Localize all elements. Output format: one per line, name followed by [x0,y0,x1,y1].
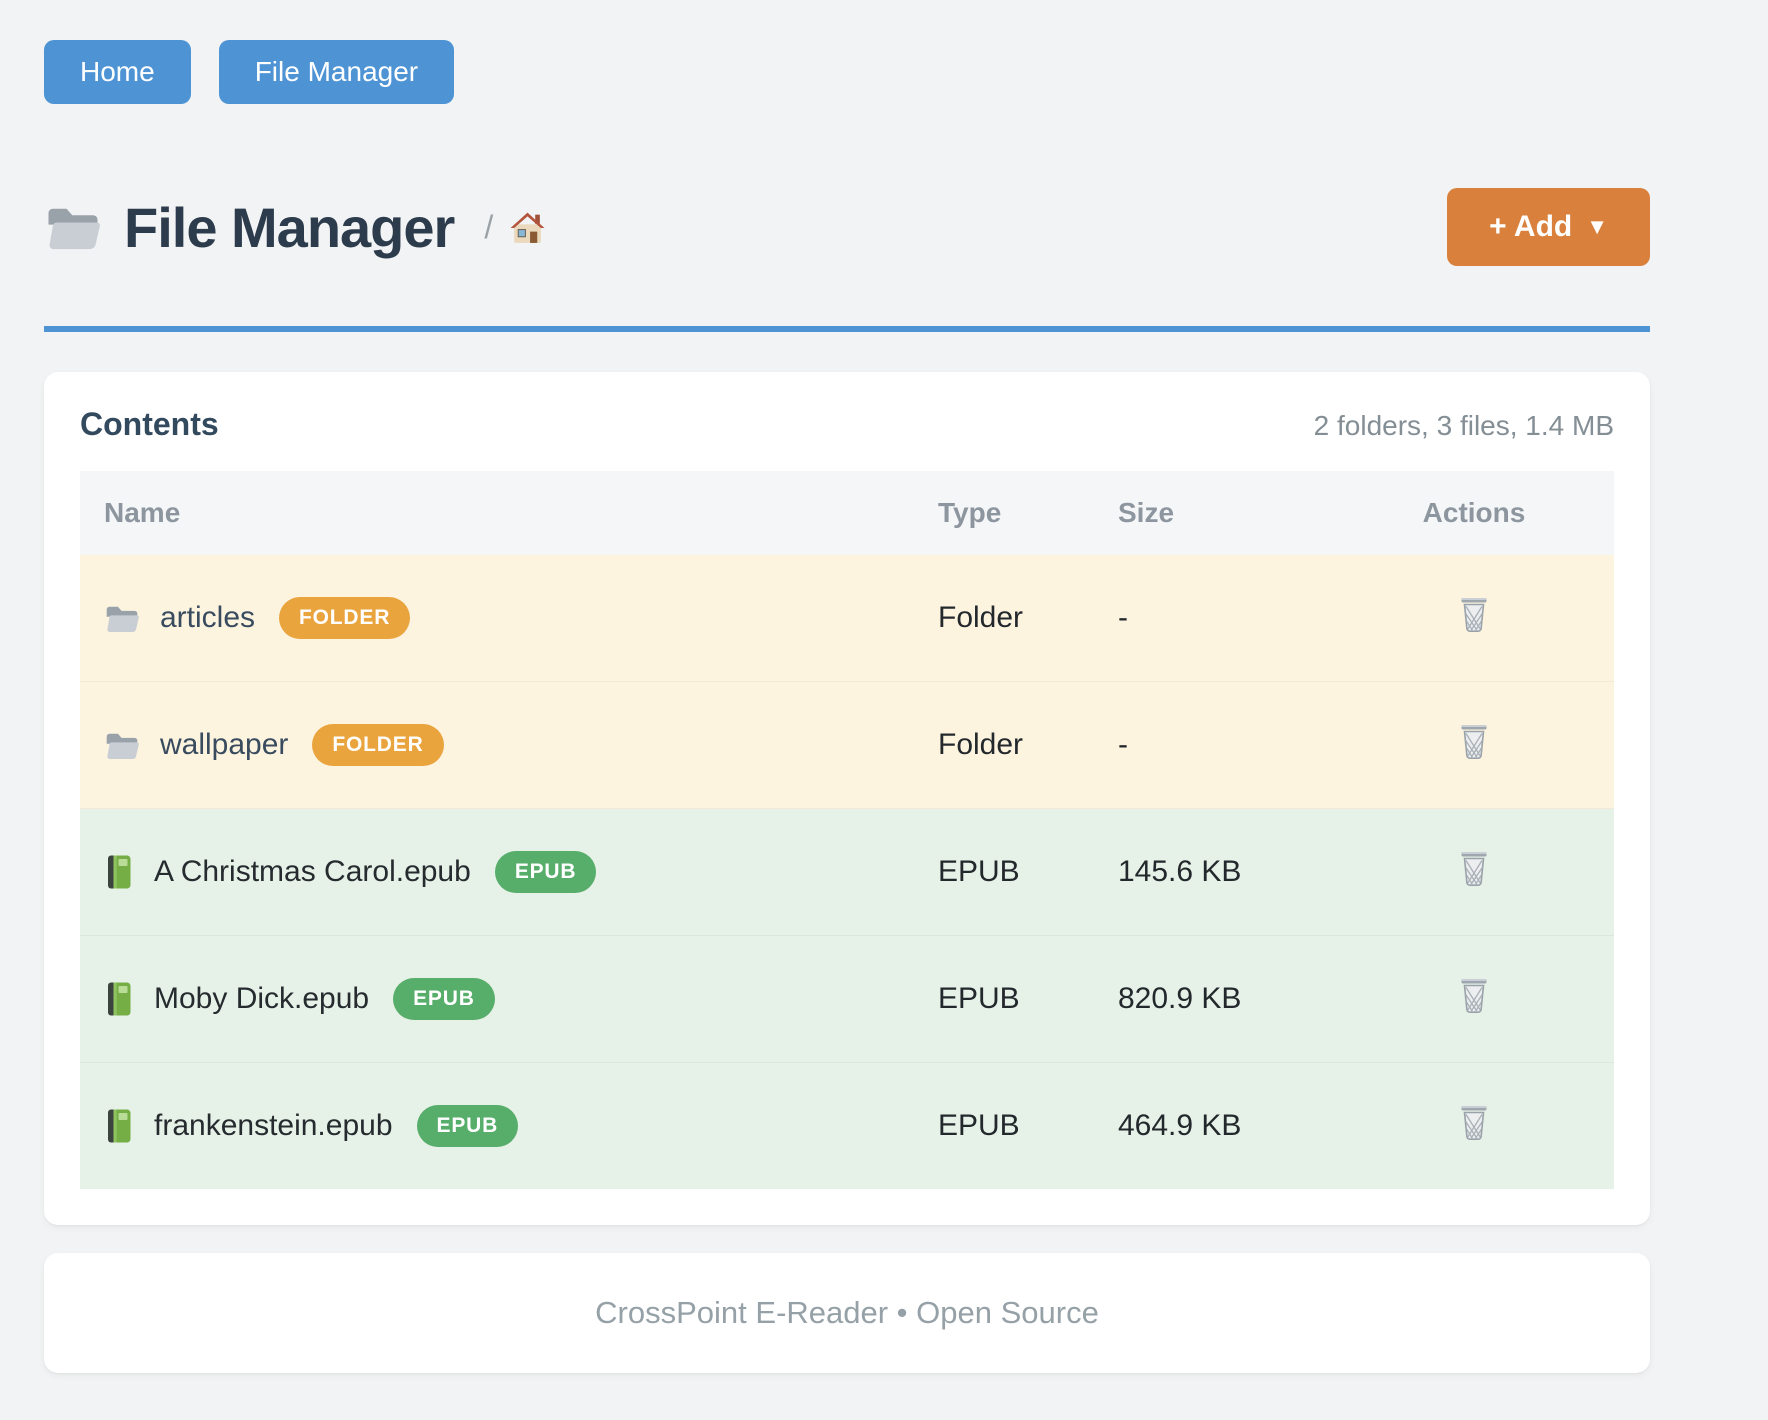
page-title: File Manager [124,195,455,259]
table-row-wallpaper: wallpaper FOLDER Folder - [80,681,1614,809]
epub-badge: EPUB [393,978,495,1020]
column-header-name: Name [104,497,181,528]
type-cell: Folder [938,728,1024,761]
item-name-link[interactable]: frankenstein.epub [154,1109,393,1142]
type-cell: Folder [938,601,1024,634]
table-row-christmas-carol: A Christmas Carol.epub EPUB EPUB 145.6 K… [80,808,1614,936]
table-row-frankenstein: frankenstein.epub EPUB EPUB 464.9 KB [80,1062,1614,1189]
contents-table: Name Type Size Actions articles FOLDER [80,471,1614,1189]
table-header-row: Name Type Size Actions [80,471,1614,555]
green-book-icon [104,981,134,1017]
column-header-size: Size [1118,497,1175,528]
type-cell: EPUB [938,1109,1020,1142]
epub-badge: EPUB [494,851,597,893]
folder-icon [44,203,102,252]
delete-button[interactable] [1457,595,1491,633]
column-header-actions: Actions [1422,497,1526,528]
delete-button[interactable] [1457,976,1491,1014]
footer: CrossPoint E-Reader • Open Source [44,1253,1650,1373]
add-button[interactable]: + Add ▼ [1447,188,1650,266]
green-book-icon [104,854,134,890]
nav-home-button[interactable]: Home [44,40,191,104]
size-cell: 145.6 KB [1118,855,1242,888]
folder-icon [104,730,140,761]
nav-file-manager-button[interactable]: File Manager [218,40,455,104]
table-row-articles: articles FOLDER Folder - [80,555,1614,682]
item-name-link[interactable]: wallpaper [160,728,289,761]
size-cell: - [1118,728,1128,761]
delete-button[interactable] [1457,722,1491,760]
breadcrumb-home-link[interactable] [509,210,546,245]
add-button-label: + Add [1489,210,1573,243]
contents-heading: Contents [80,406,219,442]
size-cell: 464.9 KB [1118,1109,1242,1142]
delete-button[interactable] [1457,849,1491,887]
size-cell: 820.9 KB [1118,982,1242,1015]
table-row-moby-dick: Moby Dick.epub EPUB EPUB 820.9 KB [80,935,1614,1063]
breadcrumb-separator: / [484,208,494,245]
trash-icon [1457,595,1491,633]
green-book-icon [104,1108,134,1144]
folder-badge: FOLDER [312,724,444,766]
footer-text: CrossPoint E-Reader • Open Source [595,1295,1099,1330]
trash-icon [1457,976,1491,1014]
trash-icon [1457,1103,1491,1141]
epub-badge: EPUB [416,1105,519,1147]
home-icon [509,210,546,245]
trash-icon [1457,849,1491,887]
page-header: File Manager / + Add ▼ [44,188,1650,266]
chevron-down-icon: ▼ [1586,214,1608,239]
folder-badge: FOLDER [279,597,411,639]
type-cell: EPUB [938,855,1020,888]
breadcrumb: / [484,209,546,246]
column-header-type: Type [938,497,1002,528]
item-name-link[interactable]: Moby Dick.epub [154,982,370,1015]
folder-icon [104,603,140,634]
page-container: Home File Manager File Manager / + Add ▼… [44,40,1650,1373]
type-cell: EPUB [938,982,1020,1015]
item-name-link[interactable]: articles [160,601,256,634]
top-nav: Home File Manager [44,40,1650,104]
contents-card: Contents 2 folders, 3 files, 1.4 MB Name… [44,372,1650,1225]
size-cell: - [1118,601,1128,634]
item-name-link[interactable]: A Christmas Carol.epub [154,855,471,888]
title-divider [44,326,1650,332]
contents-card-header: Contents 2 folders, 3 files, 1.4 MB [80,406,1614,443]
trash-icon [1457,722,1491,760]
contents-summary: 2 folders, 3 files, 1.4 MB [1313,410,1614,441]
delete-button[interactable] [1457,1103,1491,1141]
